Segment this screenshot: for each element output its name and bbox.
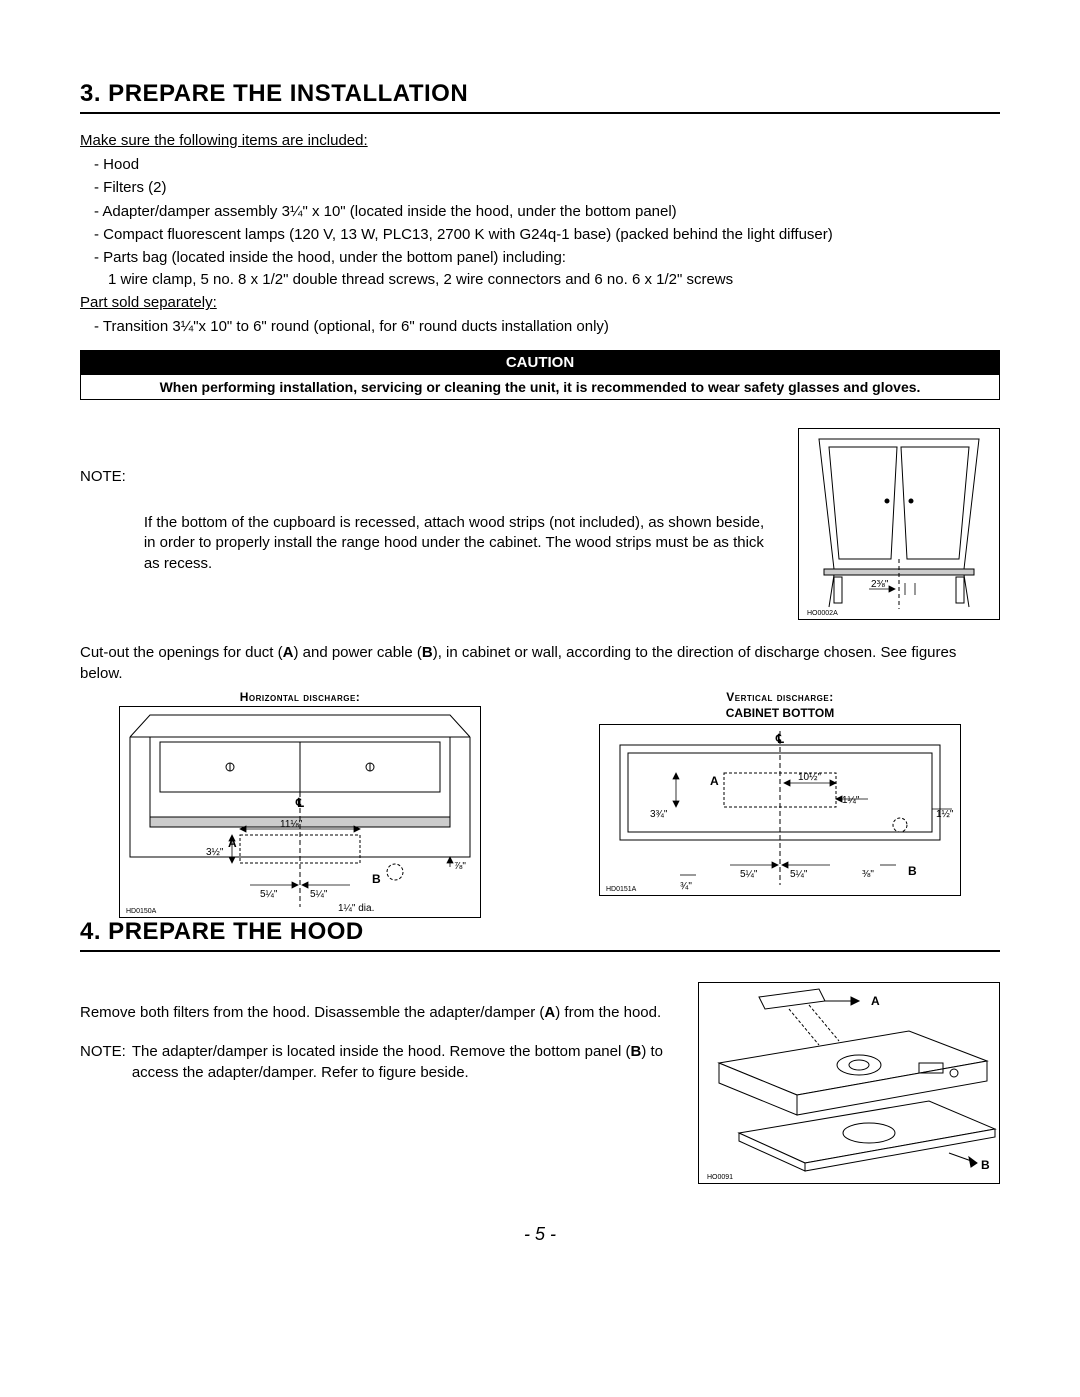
dim-edge: 1½" <box>936 809 954 820</box>
dim-inset: 1¼" <box>842 794 860 806</box>
label-a: A <box>710 774 719 788</box>
sold-separately-label: Part sold separately: <box>80 294 1000 311</box>
figure-cupboard: 2⅜" HO0002A <box>798 428 1000 620</box>
dim-strip: 2⅜" <box>871 579 889 590</box>
dim-boff: ⅜" <box>862 869 874 880</box>
label-b: B <box>372 872 381 886</box>
horizontal-title: Horizontal discharge: <box>240 690 361 704</box>
note-body: If the bottom of the cupboard is recesse… <box>144 473 780 574</box>
label-a: A <box>228 836 237 850</box>
caution-body: When performing installation, servicing … <box>80 375 1000 400</box>
vertical-svg: ℄ <box>600 725 960 895</box>
hood-row: Remove both filters from the hood. Disas… <box>80 982 1000 1184</box>
figure-code: HO0002A <box>807 610 838 617</box>
hood-note-body: The adapter/damper is located inside the… <box>132 1041 678 1083</box>
sold-separately-list: Transition 3¼"x 10" to 6" round (optiona… <box>80 317 1000 337</box>
dim-depth: ⅞" <box>454 861 466 872</box>
label-b: B <box>908 864 917 878</box>
note-with-figure: NOTE: If the bottom of the cupboard is r… <box>80 428 1000 620</box>
hood-text: Remove both filters from the hood. Disas… <box>80 982 678 1083</box>
figure-code: HO0091 <box>707 1174 733 1181</box>
figure-hood-exploded: A B HO0091 <box>698 982 1000 1184</box>
parts-bag-detail: 1 wire clamp, 5 no. 8 x 1/2" double thre… <box>80 271 1000 288</box>
vertical-title: Vertical discharge: <box>726 690 834 704</box>
horizontal-svg: ℄ <box>120 707 480 917</box>
figure-vertical: ℄ <box>599 724 961 896</box>
dim-h: 3½" <box>206 847 224 858</box>
items-intro: Make sure the following items are includ… <box>80 132 1000 149</box>
dim-offr: 5¼" <box>790 868 808 880</box>
centerline-label: ℄ <box>775 732 784 746</box>
page-number: - 5 - <box>80 1224 1000 1245</box>
hood-para: Remove both filters from the hood. Disas… <box>80 1002 678 1023</box>
list-item: Compact fluorescent lamps (120 V, 13 W, … <box>80 225 1000 245</box>
horizontal-discharge-col: Horizontal discharge: <box>80 690 520 918</box>
discharge-figures-row: Horizontal discharge: <box>80 690 1000 918</box>
cutout-instruction: Cut-out the openings for duct (A) and po… <box>80 642 1000 684</box>
figure-code: HD0150A <box>126 908 157 915</box>
list-item: Parts bag (located inside the hood, unde… <box>80 248 1000 268</box>
hood-note: NOTE: The adapter/damper is located insi… <box>80 1041 678 1083</box>
vertical-subtitle: CABINET BOTTOM <box>726 706 834 720</box>
cupboard-svg: 2⅜" HO0002A <box>799 429 999 619</box>
list-item: Hood <box>80 155 1000 175</box>
list-item: Adapter/damper assembly 3¼" x 10" (locat… <box>80 202 1000 222</box>
label-a: A <box>871 994 880 1008</box>
figure-code: HD0151A <box>606 886 637 893</box>
note-label: NOTE: <box>80 428 126 485</box>
manual-page: 3. PREPARE THE INSTALLATION Make sure th… <box>0 0 1080 1285</box>
hood-svg: A B HO0091 <box>699 983 999 1183</box>
figure-horizontal: ℄ <box>119 706 481 918</box>
label-b: B <box>981 1158 990 1172</box>
section4-title: 4. PREPARE THE HOOD <box>80 918 1000 952</box>
dim-w: 10½" <box>798 772 821 783</box>
note-label: NOTE: <box>80 1041 132 1083</box>
included-items-list: Hood Filters (2) Adapter/damper assembly… <box>80 155 1000 268</box>
list-item: Transition 3¼"x 10" to 6" round (optiona… <box>80 317 1000 337</box>
vertical-discharge-col: Vertical discharge: CABINET BOTTOM ℄ <box>560 690 1000 918</box>
section3-title: 3. PREPARE THE INSTALLATION <box>80 80 1000 114</box>
caution-header: CAUTION <box>80 350 1000 375</box>
dim-bot: ¾" <box>680 881 692 892</box>
dim-offr: 5¼" <box>310 888 328 900</box>
list-item: Filters (2) <box>80 178 1000 198</box>
dim-h: 3¾" <box>650 809 668 820</box>
dim-dia: 1¼" dia. <box>338 902 374 914</box>
dim-w: 11⅛" <box>280 819 303 830</box>
dim-offl: 5¼" <box>740 868 758 880</box>
dim-offl: 5¼" <box>260 888 278 900</box>
centerline-label: ℄ <box>295 796 304 810</box>
